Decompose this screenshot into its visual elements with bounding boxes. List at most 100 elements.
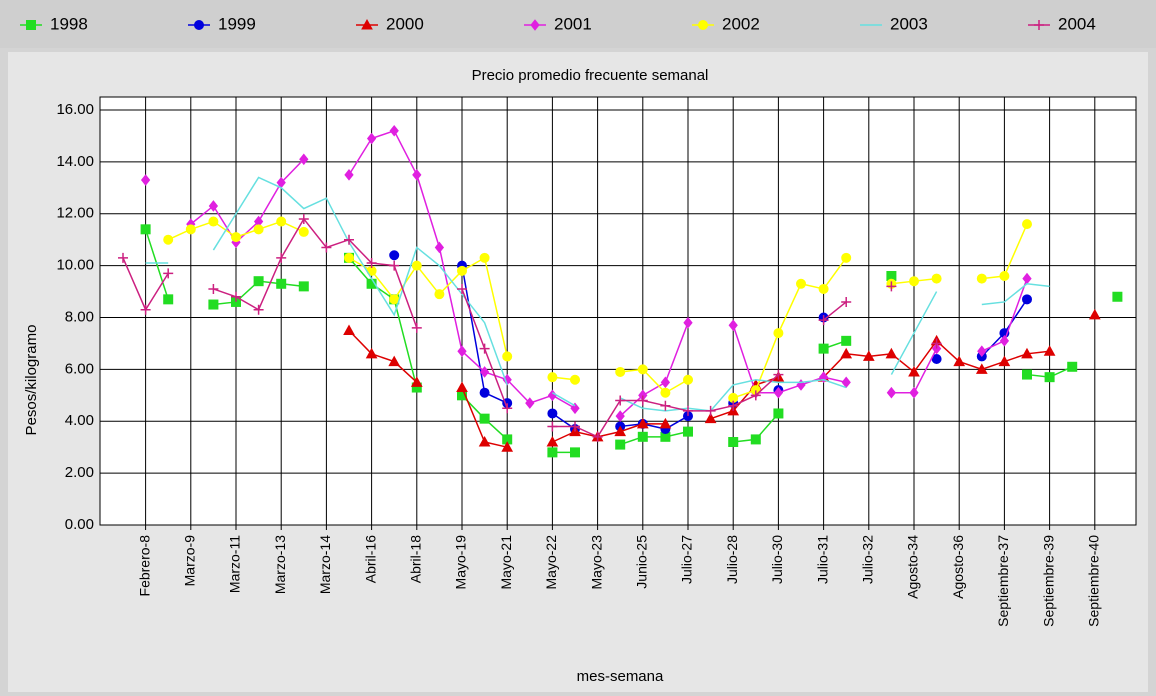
x-tick-label: Julio-30 bbox=[769, 535, 785, 584]
x-tick-label: Marzo-11 bbox=[227, 535, 243, 593]
plot-area bbox=[99, 96, 1137, 526]
point bbox=[818, 343, 829, 354]
point bbox=[637, 395, 648, 406]
x-tick-label: Septiembre-37 bbox=[995, 535, 1011, 627]
point bbox=[479, 343, 490, 354]
point bbox=[931, 342, 942, 355]
x-tick-label: Julio-32 bbox=[860, 535, 876, 584]
legend-marker bbox=[26, 20, 36, 30]
point bbox=[231, 232, 241, 243]
x-tick-label: Septiembre-39 bbox=[1040, 535, 1056, 627]
point bbox=[1022, 294, 1032, 305]
point bbox=[547, 421, 558, 432]
point bbox=[253, 276, 264, 287]
point bbox=[931, 338, 942, 349]
point bbox=[366, 132, 377, 145]
point bbox=[276, 252, 287, 263]
point bbox=[773, 386, 784, 399]
point bbox=[796, 278, 806, 289]
point bbox=[140, 224, 151, 235]
point bbox=[999, 335, 1010, 347]
legend-label: 2000 bbox=[386, 14, 424, 33]
legend-bar bbox=[0, 0, 1156, 48]
point bbox=[1021, 347, 1033, 359]
point bbox=[410, 376, 423, 387]
y-tick-label: 8.00 bbox=[65, 308, 94, 325]
point bbox=[502, 351, 513, 362]
point bbox=[457, 283, 467, 294]
point bbox=[886, 386, 897, 399]
point bbox=[975, 363, 988, 374]
point bbox=[570, 421, 580, 432]
x-tick-label: Marzo-14 bbox=[317, 535, 333, 594]
legend-label: 2001 bbox=[554, 14, 592, 33]
point bbox=[525, 397, 535, 409]
point bbox=[344, 234, 354, 245]
x-tick-label: Mayo-22 bbox=[543, 535, 559, 590]
point bbox=[841, 296, 852, 307]
point bbox=[886, 281, 897, 292]
point bbox=[208, 216, 219, 227]
point bbox=[592, 431, 603, 442]
point bbox=[389, 250, 400, 261]
point bbox=[501, 441, 514, 452]
x-tick-label: Septiembre-40 bbox=[1086, 535, 1102, 627]
point bbox=[818, 283, 829, 294]
point bbox=[457, 345, 467, 358]
legend-label: 2002 bbox=[722, 14, 760, 33]
point bbox=[118, 252, 128, 263]
point bbox=[253, 304, 264, 315]
point bbox=[321, 242, 332, 253]
point bbox=[773, 408, 784, 419]
point bbox=[298, 213, 309, 224]
point bbox=[140, 174, 151, 186]
point bbox=[163, 294, 174, 305]
point bbox=[389, 124, 399, 137]
point bbox=[389, 294, 400, 305]
point bbox=[365, 347, 378, 359]
point bbox=[388, 355, 401, 367]
point bbox=[885, 347, 898, 359]
point bbox=[208, 283, 219, 294]
x-tick-label: Junio-25 bbox=[634, 535, 650, 589]
point bbox=[570, 447, 580, 458]
point bbox=[818, 315, 829, 326]
point bbox=[276, 216, 287, 227]
point bbox=[411, 260, 422, 271]
x-tick-label: Marzo-13 bbox=[272, 535, 288, 594]
x-tick-label: Julio-28 bbox=[724, 535, 740, 584]
y-axis-label: Pesos/kilogramo bbox=[23, 325, 40, 436]
y-tick-label: 14.00 bbox=[56, 153, 94, 170]
point bbox=[841, 335, 852, 346]
point bbox=[683, 374, 693, 385]
point bbox=[773, 328, 784, 339]
point bbox=[140, 304, 151, 315]
point bbox=[636, 417, 649, 429]
point bbox=[343, 324, 355, 335]
point bbox=[615, 366, 626, 377]
point bbox=[1044, 372, 1055, 383]
point bbox=[660, 376, 671, 389]
point bbox=[1112, 291, 1123, 302]
legend-marker bbox=[194, 20, 204, 30]
point bbox=[344, 169, 354, 181]
legend-label: 1999 bbox=[218, 14, 256, 33]
point bbox=[728, 319, 738, 332]
point bbox=[479, 252, 490, 263]
point bbox=[389, 260, 400, 271]
point bbox=[547, 408, 558, 419]
y-tick-label: 12.00 bbox=[56, 205, 94, 222]
legend-label: 1998 bbox=[50, 14, 88, 33]
y-tick-label: 0.00 bbox=[65, 516, 94, 533]
chart-title: Precio promedio frecuente semanal bbox=[472, 67, 709, 84]
point bbox=[456, 381, 468, 393]
point bbox=[546, 435, 559, 447]
point bbox=[298, 281, 309, 292]
point bbox=[660, 400, 671, 411]
point bbox=[502, 403, 513, 414]
x-tick-label: Marzo-9 bbox=[182, 535, 198, 587]
point bbox=[1043, 345, 1056, 356]
y-tick-label: 16.00 bbox=[56, 101, 94, 118]
point bbox=[953, 355, 966, 367]
